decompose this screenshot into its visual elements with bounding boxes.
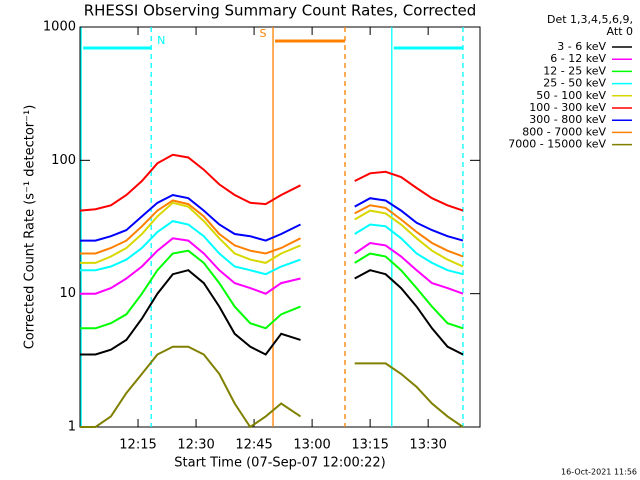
y-axis-label: Corrected Count Rate (s⁻¹ detector⁻¹) — [23, 105, 38, 350]
y-tick-label: 100 — [51, 153, 76, 168]
legend-label: 800 - 7000 keV — [522, 125, 606, 138]
plot-frame — [79, 26, 481, 428]
legend-label: 100 - 300 keV — [529, 101, 606, 114]
y-tick-label: 1 — [68, 420, 76, 435]
saa-label: S — [260, 27, 267, 40]
timestamp: 16-Oct-2021 11:56 — [561, 468, 637, 477]
legend-subtitle: Att 0 — [607, 25, 633, 38]
series-line — [79, 153, 464, 212]
legend-label: 300 - 800 keV — [529, 113, 606, 126]
x-axis-label: Start Time (07-Sep-07 12:00:22) — [174, 456, 385, 471]
series-line — [80, 237, 464, 295]
y-tick-label: 10 — [59, 286, 76, 301]
chart-title: RHESSI Observing Summary Count Rates, Co… — [84, 2, 477, 20]
night-label: N — [157, 34, 165, 47]
legend-label: 50 - 100 keV — [536, 89, 606, 102]
legend-label: 6 - 12 keV — [550, 52, 606, 65]
series-line — [80, 199, 464, 258]
x-tick-label: 13:30 — [409, 438, 446, 453]
y-tick-label: 1000 — [43, 20, 76, 35]
x-tick-label: 13:00 — [293, 438, 330, 453]
legend-title: Det 1,3,4,5,6,9, — [547, 13, 633, 26]
series-line — [80, 220, 464, 276]
legend-label: 7000 - 15000 keV — [508, 138, 606, 151]
x-tick-label: 12:15 — [119, 438, 156, 453]
series-line — [80, 269, 464, 356]
series-line — [80, 249, 464, 330]
series-line — [80, 345, 464, 429]
series-line — [80, 193, 464, 242]
legend-label: 3 - 6 keV — [557, 40, 606, 53]
x-tick-label: 13:15 — [351, 438, 388, 453]
legend-label: 25 - 50 keV — [543, 77, 606, 90]
x-tick-label: 12:45 — [235, 438, 272, 453]
legend-label: 12 - 25 keV — [543, 64, 606, 77]
x-tick-label: 12:30 — [177, 438, 214, 453]
series-line — [80, 201, 464, 268]
